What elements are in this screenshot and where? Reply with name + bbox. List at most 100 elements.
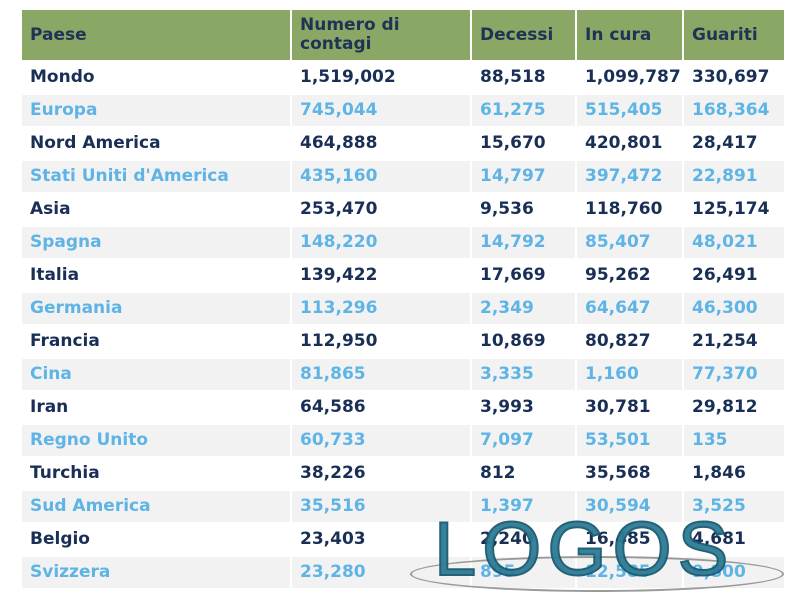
cell-guariti: 48,021 bbox=[684, 227, 784, 260]
table-row: Mondo 1,519,002 88,518 1,099,787 330,697 bbox=[22, 62, 784, 95]
cell-in-cura: 1,099,787 bbox=[577, 62, 682, 95]
cell-guariti: 125,174 bbox=[684, 194, 784, 227]
header-guariti: Guariti bbox=[684, 10, 784, 62]
cell-in-cura: 64,647 bbox=[577, 293, 682, 326]
cell-contagi: 60,733 bbox=[292, 425, 470, 458]
cell-guariti: 4,681 bbox=[684, 524, 784, 557]
cell-guariti: 330,697 bbox=[684, 62, 784, 95]
cell-contagi: 112,950 bbox=[292, 326, 470, 359]
cell-country: Germania bbox=[22, 293, 290, 326]
cell-in-cura: 118,760 bbox=[577, 194, 682, 227]
cell-in-cura: 80,827 bbox=[577, 326, 682, 359]
cell-country: Svizzera bbox=[22, 557, 290, 590]
cell-decessi: 812 bbox=[472, 458, 575, 491]
cell-decessi: 9,536 bbox=[472, 194, 575, 227]
cell-contagi: 1,519,002 bbox=[292, 62, 470, 95]
cell-country: Asia bbox=[22, 194, 290, 227]
cell-in-cura: 397,472 bbox=[577, 161, 682, 194]
cell-contagi: 23,403 bbox=[292, 524, 470, 557]
logos-watermark: LOGOS bbox=[408, 506, 792, 593]
table-row: Nord America 464,888 15,670 420,801 28,417 bbox=[22, 128, 784, 161]
cell-country: Spagna bbox=[22, 227, 290, 260]
cell-country: Italia bbox=[22, 260, 290, 293]
header-in-cura: In cura bbox=[577, 10, 682, 62]
cell-in-cura: 85,407 bbox=[577, 227, 682, 260]
cell-guariti: 46,300 bbox=[684, 293, 784, 326]
cell-guariti: 168,364 bbox=[684, 95, 784, 128]
cell-guariti: 29,812 bbox=[684, 392, 784, 425]
cell-decessi: 15,670 bbox=[472, 128, 575, 161]
cell-in-cura: 420,801 bbox=[577, 128, 682, 161]
table-row: Iran 64,586 3,993 30,781 29,812 bbox=[22, 392, 784, 425]
cell-decessi: 1,397 bbox=[472, 491, 575, 524]
cell-in-cura: 53,501 bbox=[577, 425, 682, 458]
cell-guariti: 3,525 bbox=[684, 491, 784, 524]
cell-country: Mondo bbox=[22, 62, 290, 95]
cell-decessi: 61,275 bbox=[472, 95, 575, 128]
cell-guariti: 28,417 bbox=[684, 128, 784, 161]
cell-contagi: 81,865 bbox=[292, 359, 470, 392]
table-row: Regno Unito 60,733 7,097 53,501 135 bbox=[22, 425, 784, 458]
table-row: Sud America 35,516 1,397 30,594 3,525 bbox=[22, 491, 784, 524]
cell-contagi: 464,888 bbox=[292, 128, 470, 161]
cell-decessi: 88,518 bbox=[472, 62, 575, 95]
cell-decessi: 10,869 bbox=[472, 326, 575, 359]
table-body: Mondo 1,519,002 88,518 1,099,787 330,697 Euro… bbox=[22, 62, 784, 590]
table-row: Italia 139,422 17,669 95,262 26,491 bbox=[22, 260, 784, 293]
cell-country: Francia bbox=[22, 326, 290, 359]
cell-guariti: 26,491 bbox=[684, 260, 784, 293]
covid-stats-table: Paese Numero di contagi Decessi In cura … bbox=[20, 10, 786, 590]
cell-country: Stati Uniti d'America bbox=[22, 161, 290, 194]
table-row: Germania 113,296 2,349 64,647 46,300 bbox=[22, 293, 784, 326]
cell-contagi: 139,422 bbox=[292, 260, 470, 293]
cell-decessi: 3,993 bbox=[472, 392, 575, 425]
table-header-row: Paese Numero di contagi Decessi In cura … bbox=[22, 10, 784, 62]
header-contagi: Numero di contagi bbox=[292, 10, 470, 62]
logo-text: LOGOS bbox=[433, 506, 735, 593]
cell-contagi: 745,044 bbox=[292, 95, 470, 128]
cell-in-cura: 515,405 bbox=[577, 95, 682, 128]
cell-guariti: 22,891 bbox=[684, 161, 784, 194]
table-row: Stati Uniti d'America 435,160 14,797 397,47… bbox=[22, 161, 784, 194]
cell-in-cura: 1,160 bbox=[577, 359, 682, 392]
cell-contagi: 64,586 bbox=[292, 392, 470, 425]
cell-in-cura: 16,485 bbox=[577, 524, 682, 557]
cell-in-cura: 30,781 bbox=[577, 392, 682, 425]
cell-guariti: 135 bbox=[684, 425, 784, 458]
logo-ring-shape bbox=[410, 556, 784, 592]
table-row: Cina 81,865 3,335 1,160 77,370 bbox=[22, 359, 784, 392]
table-row: Spagna 148,220 14,792 85,407 48,021 bbox=[22, 227, 784, 260]
cell-contagi: 35,516 bbox=[292, 491, 470, 524]
cell-country: Regno Unito bbox=[22, 425, 290, 458]
cell-decessi: 2,240 bbox=[472, 524, 575, 557]
cell-in-cura: 30,594 bbox=[577, 491, 682, 524]
cell-guariti: 1,846 bbox=[684, 458, 784, 491]
cell-contagi: 148,220 bbox=[292, 227, 470, 260]
cell-country: Nord America bbox=[22, 128, 290, 161]
header-paese: Paese bbox=[22, 10, 290, 62]
cell-country: Turchia bbox=[22, 458, 290, 491]
cell-decessi: 14,797 bbox=[472, 161, 575, 194]
cell-country: Cina bbox=[22, 359, 290, 392]
table-row: Asia 253,470 9,536 118,760 125,174 bbox=[22, 194, 784, 227]
cell-contagi: 38,226 bbox=[292, 458, 470, 491]
cell-country: Iran bbox=[22, 392, 290, 425]
cell-country: Sud America bbox=[22, 491, 290, 524]
cell-decessi: 7,097 bbox=[472, 425, 575, 458]
table-row: Europa 745,044 61,275 515,405 168,364 bbox=[22, 95, 784, 128]
cell-decessi: 3,335 bbox=[472, 359, 575, 392]
cell-guariti: 21,254 bbox=[684, 326, 784, 359]
cell-in-cura: 95,262 bbox=[577, 260, 682, 293]
cell-contagi: 113,296 bbox=[292, 293, 470, 326]
cell-contagi: 435,160 bbox=[292, 161, 470, 194]
cell-decessi: 14,792 bbox=[472, 227, 575, 260]
cell-country: Europa bbox=[22, 95, 290, 128]
table-row: Belgio 23,403 2,240 16,485 4,681 bbox=[22, 524, 784, 557]
header-decessi: Decessi bbox=[472, 10, 575, 62]
cell-decessi: 17,669 bbox=[472, 260, 575, 293]
table-row: Francia 112,950 10,869 80,827 21,254 bbox=[22, 326, 784, 359]
cell-decessi: 2,349 bbox=[472, 293, 575, 326]
cell-contagi: 23,280 bbox=[292, 557, 470, 590]
table-row: Turchia 38,226 812 35,568 1,846 bbox=[22, 458, 784, 491]
cell-country: Belgio bbox=[22, 524, 290, 557]
